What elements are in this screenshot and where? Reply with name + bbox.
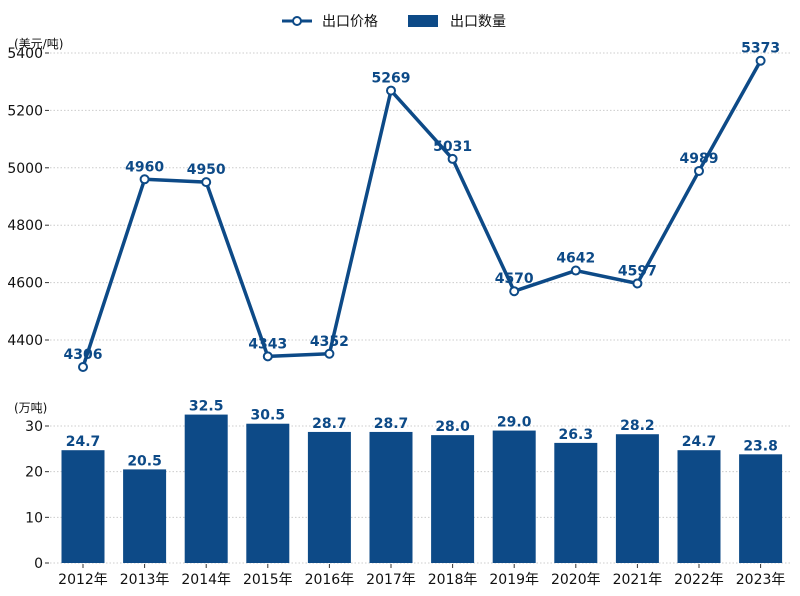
quantity-bar [184,414,228,563]
price-y-tick-label: 4600 [7,276,43,292]
price-y-tick-label: 4800 [7,218,43,234]
quantity-y-tick-label: 0 [34,556,43,572]
quantity-y-tick-label: 20 [25,465,43,481]
x-tick-label: 2021年 [613,572,663,588]
quantity-data-label: 32.5 [189,399,224,415]
x-tick-label: 2018年 [428,572,478,588]
x-tick-label: 2013年 [120,572,170,588]
price-data-label: 4960 [125,159,164,175]
quantity-data-label: 20.5 [127,453,162,469]
quantity-y-tick-label: 10 [25,510,43,526]
price-data-label: 4352 [310,334,349,350]
price-data-label: 5269 [372,71,411,87]
x-tick-label: 2020年 [551,572,601,588]
quantity-data-label: 26.3 [559,427,594,443]
price-data-label: 4950 [187,162,226,178]
legend-circle-marker [292,16,302,26]
quantity-data-label: 24.7 [682,434,717,450]
price-point [755,55,766,66]
price-point [262,351,273,362]
quantity-bar [492,430,536,563]
x-tick-label: 2023年 [736,572,786,588]
price-point [570,265,581,276]
quantity-bar [307,431,351,563]
price-point [694,165,704,176]
legend-price-label: 出口价格 [322,14,378,30]
quantity-bar [431,435,475,563]
x-tick-label: 2022年 [674,572,724,588]
x-tick-label: 2017年 [366,572,416,588]
price-line [81,59,763,368]
legend-quantity-label: 出口数量 [450,14,506,30]
quantity-bar [123,469,167,563]
price-point [201,177,212,188]
price-y-tick-label: 4400 [7,333,43,349]
quantity-bar [554,442,598,563]
quantity-bar [739,454,783,563]
price-data-label: 4570 [495,271,534,287]
quantity-data-label: 23.8 [743,438,778,454]
price-data-label: 4597 [618,263,657,279]
quantity-data-label: 28.7 [374,416,409,432]
legend-bar-marker [408,15,438,27]
x-tick-label: 2019年 [489,572,539,588]
quantity-y-tick-label: 30 [25,419,43,435]
x-tick-label: 2016年 [305,572,355,588]
price-data-label: 5031 [433,139,472,155]
price-unit-label: (美元/吨) [14,37,63,51]
price-y-tick-label: 5000 [7,161,43,177]
x-tick-label: 2012年 [58,572,108,588]
quantity-bar [246,423,290,563]
quantity-data-label: 28.7 [312,416,347,432]
price-y-tick-label: 5400 [7,46,43,62]
price-data-label: 4343 [248,336,287,352]
quantity-unit-label: (万吨) [14,401,47,415]
price-data-label: 4642 [556,251,595,267]
quantity-data-label: 28.2 [620,418,655,434]
legend: 出口价格 出口数量 [282,14,506,30]
quantity-bar [61,450,105,563]
quantity-data-label: 24.7 [66,434,101,450]
x-tick-label: 2014年 [181,572,231,588]
price-data-label: 4989 [680,151,719,167]
quantity-bar [369,431,413,563]
quantity-data-label: 30.5 [251,408,286,424]
price-y-tick-label: 5200 [7,103,43,119]
price-point [632,278,643,289]
price-point [78,361,88,372]
quantity-bar [677,450,721,563]
price-data-label: 4306 [64,347,103,363]
quantity-data-label: 28.0 [435,419,470,435]
quantity-data-label: 29.0 [497,415,532,431]
price-data-label: 5373 [741,41,780,57]
price-point [324,348,335,359]
quantity-bar [615,434,659,563]
price-point [447,153,458,164]
price-point [139,174,150,185]
price-point [386,85,396,96]
x-tick-label: 2015年 [243,572,293,588]
price-point [509,286,520,297]
